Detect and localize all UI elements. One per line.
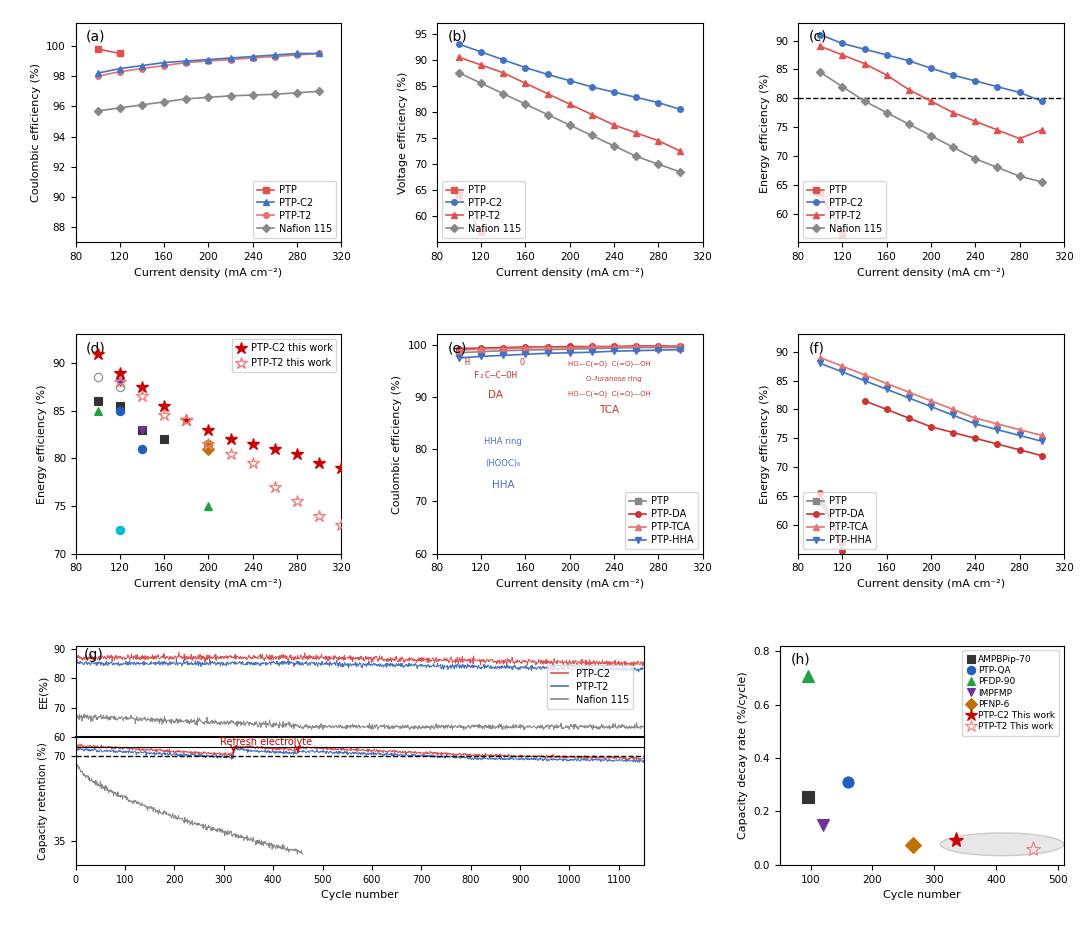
Text: HO—C(=O)  C(=O)—OH: HO—C(=O) C(=O)—OH <box>568 360 651 366</box>
Y-axis label: Capacity decay rate (%/cycle): Capacity decay rate (%/cycle) <box>738 671 748 839</box>
Y-axis label: Coulombic efficiency (%): Coulombic efficiency (%) <box>30 63 41 203</box>
X-axis label: Current density (mA cm⁻²): Current density (mA cm⁻²) <box>496 579 644 589</box>
Ellipse shape <box>941 833 1064 856</box>
X-axis label: Current density (mA cm⁻²): Current density (mA cm⁻²) <box>856 268 1005 278</box>
Y-axis label: Coulombic efficiency (%): Coulombic efficiency (%) <box>392 375 402 513</box>
Text: (f): (f) <box>809 341 825 355</box>
Text: (g): (g) <box>84 648 104 662</box>
X-axis label: Current density (mA cm⁻²): Current density (mA cm⁻²) <box>856 579 1005 589</box>
Text: (a): (a) <box>86 30 106 44</box>
Text: F₂C—C—OH: F₂C—C—OH <box>474 371 517 380</box>
Legend: PTP, PTP-C2, PTP-T2, Nafion 115: PTP, PTP-C2, PTP-T2, Nafion 115 <box>804 181 887 237</box>
Text: (h): (h) <box>792 652 811 666</box>
Text: (HOOC)₆: (HOOC)₆ <box>486 459 521 468</box>
Y-axis label: Capacity retention (%): Capacity retention (%) <box>38 742 48 860</box>
X-axis label: Cycle number: Cycle number <box>321 890 399 900</box>
Y-axis label: Energy efficiency (%): Energy efficiency (%) <box>759 384 770 504</box>
X-axis label: Cycle number: Cycle number <box>883 890 960 900</box>
Text: H          O: H O <box>465 358 525 367</box>
Legend: PTP, PTP-DA, PTP-TCA, PTP-HHA: PTP, PTP-DA, PTP-TCA, PTP-HHA <box>625 492 698 549</box>
Text: (c): (c) <box>809 30 827 44</box>
Legend: PTP-C2, PTP-T2, Nafion 115: PTP-C2, PTP-T2, Nafion 115 <box>546 665 633 709</box>
Text: DA: DA <box>488 390 503 400</box>
Text: (d): (d) <box>86 341 106 355</box>
Y-axis label: Energy efficiency (%): Energy efficiency (%) <box>759 73 770 193</box>
Text: HHA: HHA <box>492 480 514 490</box>
Text: TCA: TCA <box>599 405 620 416</box>
Legend: AMPBPip-70, PTP-QA, PFDP-90, IMPFMP, PFNP-6, PTP-C2 This work, PTP-T2 This work: AMPBPip-70, PTP-QA, PFDP-90, IMPFMP, PFN… <box>962 650 1059 736</box>
Text: (b): (b) <box>447 30 468 44</box>
Y-axis label: Energy efficiency (%): Energy efficiency (%) <box>37 384 48 504</box>
Text: HO—C(=O)  C(=O)—OH: HO—C(=O) C(=O)—OH <box>568 391 651 397</box>
Y-axis label: Voltage efficiency (%): Voltage efficiency (%) <box>399 72 408 194</box>
Text: Refresh electrolyte: Refresh electrolyte <box>219 737 312 748</box>
Y-axis label: EE(%): EE(%) <box>38 674 48 708</box>
X-axis label: Current density (mA cm⁻²): Current density (mA cm⁻²) <box>134 268 283 278</box>
Text: HHA ring: HHA ring <box>485 437 522 446</box>
Text: O–furanose ring: O–furanose ring <box>577 376 642 381</box>
X-axis label: Current density (mA cm⁻²): Current density (mA cm⁻²) <box>134 579 283 589</box>
Legend: PTP, PTP-DA, PTP-TCA, PTP-HHA: PTP, PTP-DA, PTP-TCA, PTP-HHA <box>804 492 876 549</box>
X-axis label: Current density (mA cm⁻²): Current density (mA cm⁻²) <box>496 268 644 278</box>
Text: (e): (e) <box>447 341 467 355</box>
Legend: PTP-C2 this work, PTP-T2 this work: PTP-C2 this work, PTP-T2 this work <box>232 339 336 372</box>
Legend: PTP, PTP-C2, PTP-T2, Nafion 115: PTP, PTP-C2, PTP-T2, Nafion 115 <box>442 181 525 237</box>
Legend: PTP, PTP-C2, PTP-T2, Nafion 115: PTP, PTP-C2, PTP-T2, Nafion 115 <box>253 181 336 237</box>
